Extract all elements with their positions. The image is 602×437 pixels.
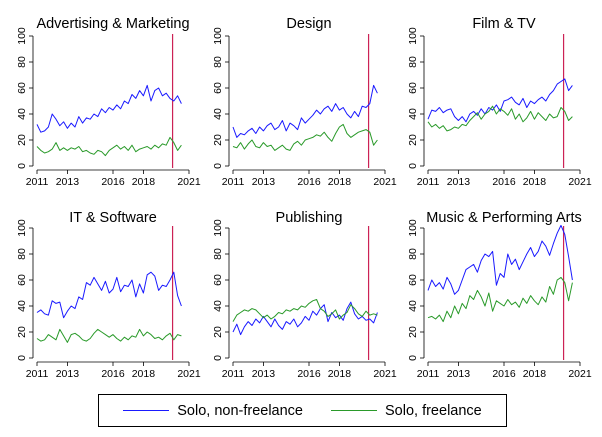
x-tick-label-it-and-software-2011: 2011 [26,368,49,380]
series-line-solo-freelance-it-and-software [36,328,182,343]
legend-label-freelance: Solo, freelance [385,402,482,419]
y-tick-label-it-and-software-100: 100 [16,219,28,237]
y-tick-label-music-and-performing-arts-40: 40 [407,300,419,312]
y-tick-label-advertising-and-marketing-20: 20 [16,134,28,146]
panel-title-design: Design [286,16,331,32]
series-line-solo-non-freelance-publishing [232,301,378,336]
series-line-solo-non-freelance-film-and-tv [427,78,573,123]
panel-title-film-and-tv: Film & TV [472,16,536,32]
series-line-solo-freelance-music-and-performing-arts [427,276,573,323]
x-tick-label-film-and-tv-2018: 2018 [523,176,547,188]
y-tick-label-design-0: 0 [212,163,224,169]
x-tick-label-music-and-performing-arts-2016: 2016 [492,368,516,380]
y-tick-label-design-100: 100 [212,27,224,45]
panel-title-advertising-and-marketing: Advertising & Marketing [36,16,189,32]
x-tick-label-design-2013: 2013 [252,176,276,188]
y-tick-label-film-and-tv-20: 20 [407,134,419,146]
series-line-solo-freelance-design [232,123,378,151]
x-tick-label-it-and-software-2013: 2013 [56,368,80,380]
x-tick-label-film-and-tv-2021: 2021 [568,176,592,188]
legend-swatch-non-freelance [123,410,170,411]
y-tick-label-film-and-tv-60: 60 [407,82,419,94]
x-tick-label-design-2016: 2016 [297,176,321,188]
series-line-solo-freelance-film-and-tv [427,105,573,132]
x-tick-label-it-and-software-2016: 2016 [101,368,125,380]
x-tick-label-music-and-performing-arts-2011: 2011 [417,368,440,380]
y-tick-label-publishing-40: 40 [212,300,224,312]
y-tick-label-music-and-performing-arts-0: 0 [407,355,419,361]
x-tick-label-it-and-software-2018: 2018 [132,368,156,380]
x-tick-label-film-and-tv-2011: 2011 [417,176,440,188]
series-line-solo-non-freelance-design [232,84,378,138]
y-tick-label-film-and-tv-100: 100 [407,27,419,45]
x-tick-label-publishing-2011: 2011 [222,368,245,380]
y-tick-label-advertising-and-marketing-80: 80 [16,56,28,68]
y-tick-label-it-and-software-0: 0 [16,355,28,361]
legend-swatch-freelance [331,410,377,411]
panel-it-and-software: IT & Software 0 20 40 60 80 100 2011 2013 2016 201… [16,210,201,380]
y-tick-label-film-and-tv-80: 80 [407,56,419,68]
y-tick-label-it-and-software-40: 40 [16,300,28,312]
panel-title-music-and-performing-arts: Music & Performing Arts [426,210,582,226]
x-tick-label-publishing-2021: 2021 [373,368,397,380]
y-tick-label-advertising-and-marketing-100: 100 [16,27,28,45]
legend: Solo, non-freelance Solo, freelance [98,394,507,427]
panel-publishing: Publishing 0 20 40 60 80 100 2011 2013 2016 2018 20… [212,210,397,380]
series-line-solo-freelance-publishing [232,299,378,322]
y-tick-label-advertising-and-marketing-0: 0 [16,163,28,169]
x-tick-label-design-2011: 2011 [222,176,245,188]
x-tick-label-music-and-performing-arts-2013: 2013 [447,368,471,380]
x-tick-label-it-and-software-2021: 2021 [177,368,201,380]
y-tick-label-design-80: 80 [212,56,224,68]
y-tick-label-publishing-0: 0 [212,355,224,361]
legend-entry-non-freelance: Solo, non-freelance [123,403,303,419]
y-tick-label-music-and-performing-arts-100: 100 [407,219,419,237]
y-tick-label-music-and-performing-arts-80: 80 [407,248,419,260]
y-tick-label-film-and-tv-40: 40 [407,108,419,120]
series-line-solo-non-freelance-music-and-performing-arts [427,224,573,295]
y-tick-label-it-and-software-80: 80 [16,248,28,260]
y-tick-label-it-and-software-60: 60 [16,274,28,286]
y-tick-label-design-60: 60 [212,82,224,94]
series-line-solo-non-freelance-it-and-software [36,271,182,319]
x-tick-label-music-and-performing-arts-2018: 2018 [523,368,547,380]
y-tick-label-publishing-100: 100 [212,219,224,237]
x-tick-label-film-and-tv-2013: 2013 [447,176,471,188]
series-line-solo-non-freelance-advertising-and-marketing [36,84,182,133]
x-tick-label-advertising-and-marketing-2018: 2018 [132,176,156,188]
y-tick-label-publishing-20: 20 [212,326,224,338]
x-tick-label-advertising-and-marketing-2011: 2011 [26,176,49,188]
x-tick-label-advertising-and-marketing-2013: 2013 [56,176,80,188]
x-tick-label-advertising-and-marketing-2021: 2021 [177,176,201,188]
legend-entry-freelance: Solo, freelance [331,403,482,419]
x-tick-label-publishing-2013: 2013 [252,368,276,380]
small-multiples-chart: Advertising & Marketing 0 20 40 60 80 100 2011 2… [16,16,592,380]
legend-label-non-freelance: Solo, non-freelance [177,402,303,419]
series-line-solo-freelance-advertising-and-marketing [36,136,182,157]
y-tick-label-film-and-tv-0: 0 [407,163,419,169]
x-tick-label-publishing-2018: 2018 [328,368,352,380]
y-tick-label-advertising-and-marketing-60: 60 [16,82,28,94]
y-tick-label-design-20: 20 [212,134,224,146]
panel-film-and-tv: Film & TV 0 20 40 60 80 100 2011 2013 2016 2018 202… [407,16,592,188]
panel-title-it-and-software: IT & Software [69,210,157,226]
y-tick-label-design-40: 40 [212,108,224,120]
x-tick-label-design-2021: 2021 [373,176,397,188]
y-tick-label-music-and-performing-arts-20: 20 [407,326,419,338]
panel-design: Design 0 20 40 60 80 100 2011 2013 2016 2018 2021 [212,16,397,188]
x-tick-label-publishing-2016: 2016 [297,368,321,380]
panel-advertising-and-marketing: Advertising & Marketing 0 20 40 60 80 100 2011 2… [16,16,201,188]
panel-music-and-performing-arts: Music & Performing Arts 0 20 40 60 80 100 2011 2… [407,210,592,380]
y-tick-label-publishing-60: 60 [212,274,224,286]
x-tick-label-design-2018: 2018 [328,176,352,188]
y-tick-label-it-and-software-20: 20 [16,326,28,338]
x-tick-label-advertising-and-marketing-2016: 2016 [101,176,125,188]
y-tick-label-publishing-80: 80 [212,248,224,260]
x-tick-label-film-and-tv-2016: 2016 [492,176,516,188]
y-tick-label-advertising-and-marketing-40: 40 [16,108,28,120]
panel-title-publishing: Publishing [276,210,343,226]
x-tick-label-music-and-performing-arts-2021: 2021 [568,368,592,380]
y-tick-label-music-and-performing-arts-60: 60 [407,274,419,286]
